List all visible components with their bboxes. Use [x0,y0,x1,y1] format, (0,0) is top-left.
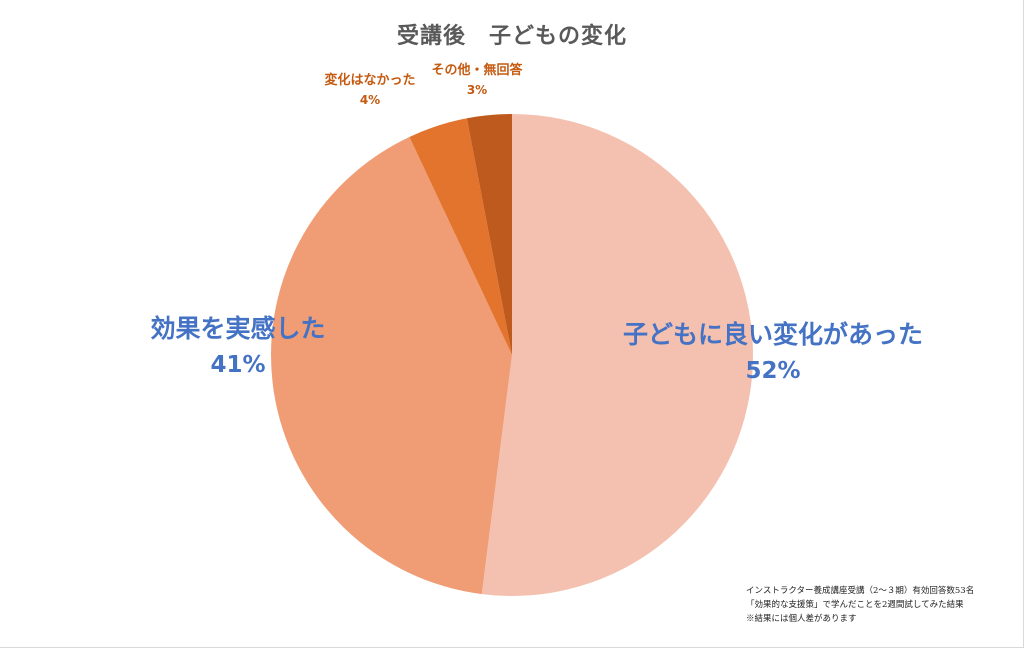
pie-slice-0 [481,114,753,596]
footnote-line-2: 「効果的な支援策」で学んだことを2週間試してみた結果 [746,600,964,610]
chart-title: 受講後 子どもの変化 [396,24,627,49]
pie-slice-2 [409,118,512,356]
slice-category-1: 効果を実感した [150,314,326,343]
slice-value-label-2: 4% [359,92,381,107]
slice-value-label-1: 41% [210,351,266,378]
slice-label-3: その他・無回答 3% [418,62,536,98]
pie-slice-3 [466,114,512,355]
slice-category-0: 子どもに良い変化があった [622,320,923,349]
slice-category-3: その他・無回答 [431,63,523,78]
pie-slice-1 [271,136,512,595]
slice-label-2: 変化はなかった 4% [300,72,440,108]
footnote-line-3: ※結果には個人差があります [746,614,857,624]
footnote-line-1: インストラクター養成講座受講（2～３期）有効回答数53名 [746,586,975,596]
slice-label-1: 効果を実感した 41% [108,312,368,381]
slice-value-label-3: 3% [466,82,488,97]
slice-category-2: 変化はなかった [324,73,416,88]
footnote: インストラクター養成講座受講（2～３期）有効回答数53名 「効果的な支援策」で学… [746,584,974,626]
slice-value-label-0: 52% [745,357,801,384]
slice-label-0: 子どもに良い変化があった 52% [598,318,948,387]
